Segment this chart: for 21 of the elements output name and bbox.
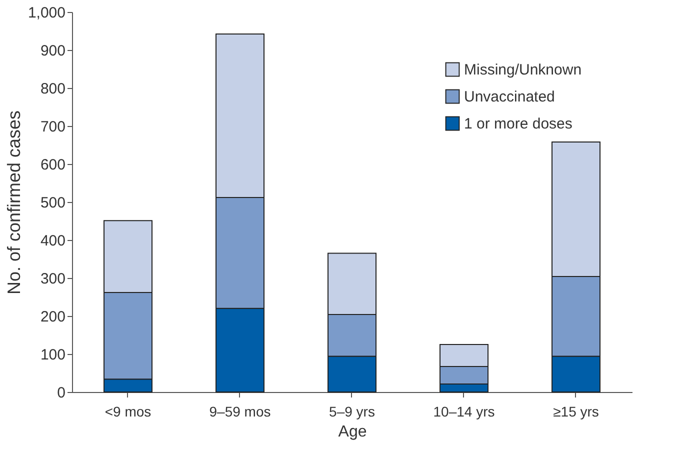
y-tick-label: 300 xyxy=(40,270,66,288)
y-tick-label: 400 xyxy=(40,232,66,250)
legend-label: Missing/Unknown xyxy=(464,62,582,78)
y-tick-label: 900 xyxy=(40,42,66,60)
x-tick-label: 10–14 yrs xyxy=(433,404,495,420)
y-tick-label: 1,000 xyxy=(28,4,66,22)
x-tick-label: <9 mos xyxy=(104,404,152,420)
y-tick-label: 700 xyxy=(40,118,66,136)
legend-label: Unvaccinated xyxy=(464,88,555,106)
x-tick-label: ≥15 yrs xyxy=(553,404,599,420)
y-tick-label: 500 xyxy=(40,194,66,212)
y-tick-label: 200 xyxy=(40,308,66,326)
x-tick-label: 9–59 mos xyxy=(209,404,271,420)
y-tick-label: 100 xyxy=(40,346,66,364)
legend-label: 1 or more doses xyxy=(464,116,572,132)
y-tick-label: 800 xyxy=(40,80,66,98)
y-tick-label: 0 xyxy=(57,384,66,402)
y-tick-label: 600 xyxy=(40,156,66,174)
x-tick-label: 5–9 yrs xyxy=(329,404,375,420)
y-axis-title: No. of confirmed cases xyxy=(4,110,24,295)
x-axis-title: Age xyxy=(338,424,367,440)
